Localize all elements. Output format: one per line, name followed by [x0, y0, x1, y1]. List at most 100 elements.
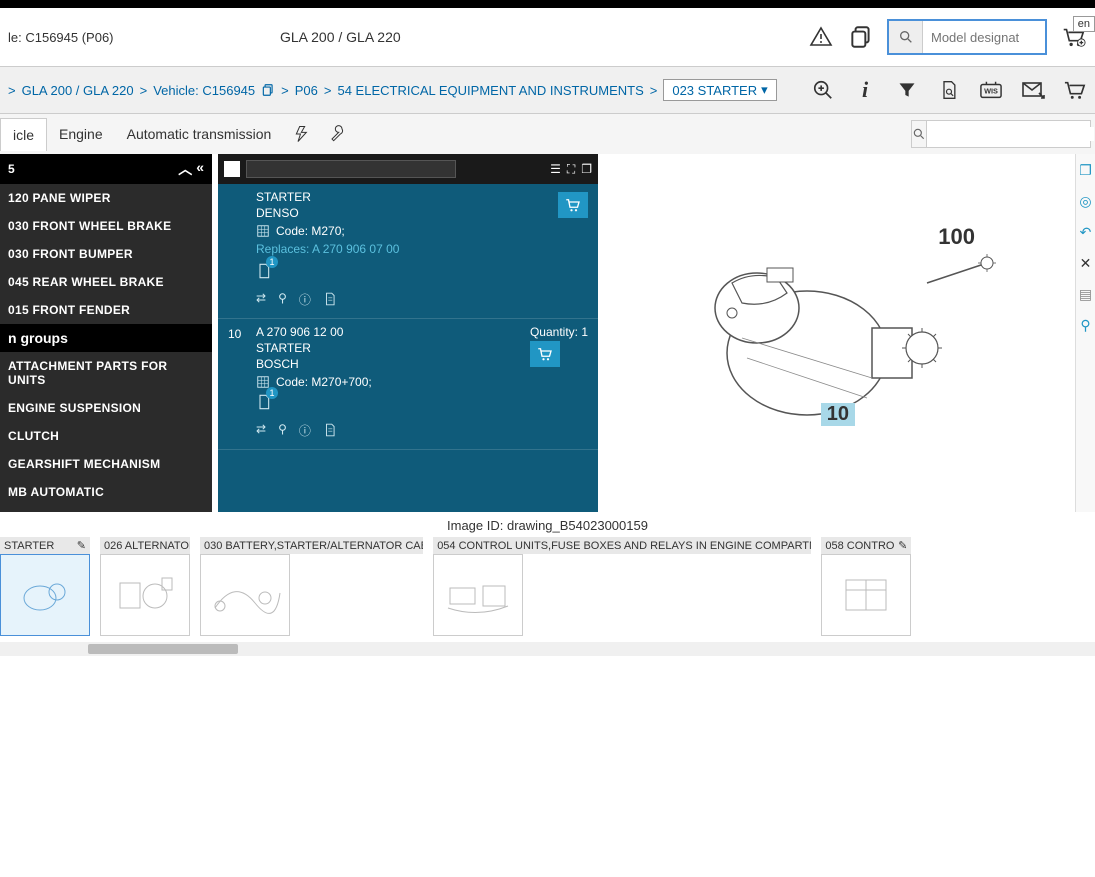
- thumb-image[interactable]: [200, 554, 290, 636]
- sidebar-item[interactable]: 030 FRONT WHEEL BRAKE: [0, 212, 212, 240]
- expand-icon[interactable]: ⛶: [567, 162, 575, 177]
- sidebar-group-item[interactable]: CLUTCH: [0, 422, 212, 450]
- image-id-row: Image ID: drawing_B54023000159: [0, 512, 1095, 537]
- tool-target-icon[interactable]: ◎: [1079, 193, 1091, 210]
- thumb-scrollbar[interactable]: [0, 642, 1095, 656]
- language-badge[interactable]: en: [1073, 16, 1095, 32]
- swap-icon[interactable]: ⇄: [256, 422, 266, 439]
- model-label: GLA 200 / GLA 220: [280, 29, 401, 45]
- sidebar-group-item[interactable]: ATTACHMENT PARTS FOR UNITS: [0, 352, 212, 394]
- search-icon[interactable]: [889, 21, 923, 53]
- spark-icon[interactable]: [293, 124, 313, 144]
- breadcrumb-link[interactable]: GLA 200 / GLA 220: [22, 83, 134, 98]
- search-icon[interactable]: [912, 121, 927, 147]
- tool-undo-icon[interactable]: ↶: [1080, 224, 1092, 241]
- model-search-input[interactable]: [923, 30, 1043, 45]
- part-pos: 10: [228, 325, 256, 439]
- doc-small-icon[interactable]: [323, 291, 337, 308]
- sidebar: 5 ︿ « 120 PANE WIPER030 FRONT WHEEL BRAK…: [0, 154, 212, 512]
- tool-close-icon[interactable]: ✕: [1080, 255, 1092, 272]
- info-small-icon[interactable]: ⓘ: [299, 291, 311, 308]
- tool-copy-icon[interactable]: ❐: [1079, 162, 1092, 179]
- add-to-cart-button[interactable]: [558, 192, 588, 218]
- breadcrumb-sep: >: [8, 83, 16, 98]
- thumb-label: 026 ALTERNATOR✎: [100, 537, 190, 554]
- part-pos: [228, 190, 256, 308]
- sidebar-item[interactable]: 030 FRONT BUMPER: [0, 240, 212, 268]
- callout-10: 10: [821, 403, 855, 426]
- page-search-input[interactable]: [927, 127, 1094, 141]
- thumbnail[interactable]: STARTER✎: [0, 537, 90, 636]
- tab-automatic-transmission[interactable]: Automatic transmission: [115, 118, 284, 151]
- thumb-image[interactable]: [0, 554, 90, 636]
- warning-icon[interactable]: [807, 23, 835, 51]
- select-all-checkbox[interactable]: [224, 161, 240, 177]
- doc-small-icon[interactable]: [323, 422, 337, 439]
- document-icon[interactable]: [937, 78, 961, 102]
- tab-engine[interactable]: Engine: [47, 118, 115, 151]
- tool-layers-icon[interactable]: ▤: [1079, 286, 1092, 303]
- breadcrumb-current[interactable]: 023 STARTER ▾: [663, 79, 776, 101]
- thumb-image[interactable]: [821, 554, 911, 636]
- swap-icon[interactable]: ⇄: [256, 291, 266, 308]
- zoom-in-icon[interactable]: [811, 78, 835, 102]
- doc-badge-icon[interactable]: 1: [256, 393, 272, 411]
- part-row[interactable]: 10 A 270 906 12 00 STARTER BOSCH Quantit…: [218, 319, 598, 450]
- mail-icon[interactable]: [1021, 78, 1045, 102]
- filter-icon[interactable]: [895, 78, 919, 102]
- wis-icon[interactable]: WIS: [979, 78, 1003, 102]
- model-search-box[interactable]: [887, 19, 1047, 55]
- info-icon[interactable]: i: [853, 78, 877, 102]
- sidebar-header: 5: [8, 162, 15, 176]
- doc-badge-icon[interactable]: 1: [256, 262, 272, 280]
- part-row[interactable]: STARTER DENSO Code: M270; Replaces: A 27…: [218, 184, 598, 319]
- part-code-row: Code: M270;: [256, 224, 588, 238]
- edit-icon[interactable]: ✎: [77, 539, 86, 552]
- part-name: STARTER: [256, 341, 343, 355]
- breadcrumb-link[interactable]: P06: [295, 83, 318, 98]
- thumb-label: 030 BATTERY,STARTER/ALTERNATOR CABLE✎: [200, 537, 423, 554]
- thumbnail[interactable]: 026 ALTERNATOR✎: [100, 537, 190, 636]
- sidebar-item[interactable]: 120 PANE WIPER: [0, 184, 212, 212]
- sidebar-group-item[interactable]: MB AUTOMATIC: [0, 478, 212, 506]
- thumbnail[interactable]: 058 CONTRO✎: [821, 537, 911, 636]
- breadcrumb-link[interactable]: 54 ELECTRICAL EQUIPMENT AND INSTRUMENTS: [337, 83, 643, 98]
- sidebar-group-item[interactable]: GEARSHIFT MECHANISM: [0, 450, 212, 478]
- vehicle-id-label: le: C156945 (P06): [8, 30, 114, 45]
- key-icon[interactable]: ⚲: [278, 422, 287, 439]
- sidebar-group-header: n groups: [0, 324, 212, 352]
- add-to-cart-button[interactable]: [530, 341, 560, 367]
- tool-marker-icon[interactable]: ⚲: [1080, 317, 1090, 334]
- tab-icle[interactable]: icle: [0, 118, 47, 151]
- thumb-image[interactable]: [100, 554, 190, 636]
- key-icon[interactable]: ⚲: [278, 291, 287, 308]
- cart-icon[interactable]: [1063, 78, 1087, 102]
- thumbnail[interactable]: 054 CONTROL UNITS,FUSE BOXES AND RELAYS …: [433, 537, 811, 636]
- diagram-tools: ❐ ◎ ↶ ✕ ▤ ⚲: [1075, 154, 1095, 512]
- page-search-box[interactable]: ✕: [911, 120, 1091, 148]
- sidebar-item[interactable]: 015 FRONT FENDER: [0, 296, 212, 324]
- parts-panel: ☰ ⛶ ❐ STARTER DENSO: [218, 154, 598, 512]
- part-qty: Quantity: 1: [530, 325, 588, 339]
- info-small-icon[interactable]: ⓘ: [299, 422, 311, 439]
- thumbnail[interactable]: 030 BATTERY,STARTER/ALTERNATOR CABLE✎: [200, 537, 423, 636]
- callout-100: 100: [938, 224, 975, 250]
- wrench-icon[interactable]: [327, 124, 347, 144]
- list-view-icon[interactable]: ☰: [550, 162, 561, 177]
- thumb-label: 058 CONTRO✎: [821, 537, 911, 554]
- copy-icon[interactable]: [847, 23, 875, 51]
- sidebar-group-item[interactable]: ENGINE SUSPENSION: [0, 394, 212, 422]
- sidebar-item[interactable]: 045 REAR WHEEL BRAKE: [0, 268, 212, 296]
- thumb-image[interactable]: [433, 554, 523, 636]
- diagram-view[interactable]: 100 10: [598, 154, 1075, 512]
- collapse-left-icon[interactable]: «: [196, 159, 204, 179]
- breadcrumb-link[interactable]: Vehicle: C156945: [153, 83, 255, 98]
- caret-down-icon: ▾: [761, 82, 768, 98]
- collapse-up-icon[interactable]: ︿: [178, 159, 192, 179]
- part-code-row: Code: M270+700;: [256, 375, 588, 389]
- parts-search-input[interactable]: [246, 160, 456, 178]
- copy-inline-icon[interactable]: [261, 83, 275, 97]
- edit-icon[interactable]: ✎: [898, 539, 907, 552]
- popout-icon[interactable]: ❐: [581, 162, 592, 177]
- scrollbar-thumb[interactable]: [88, 644, 238, 654]
